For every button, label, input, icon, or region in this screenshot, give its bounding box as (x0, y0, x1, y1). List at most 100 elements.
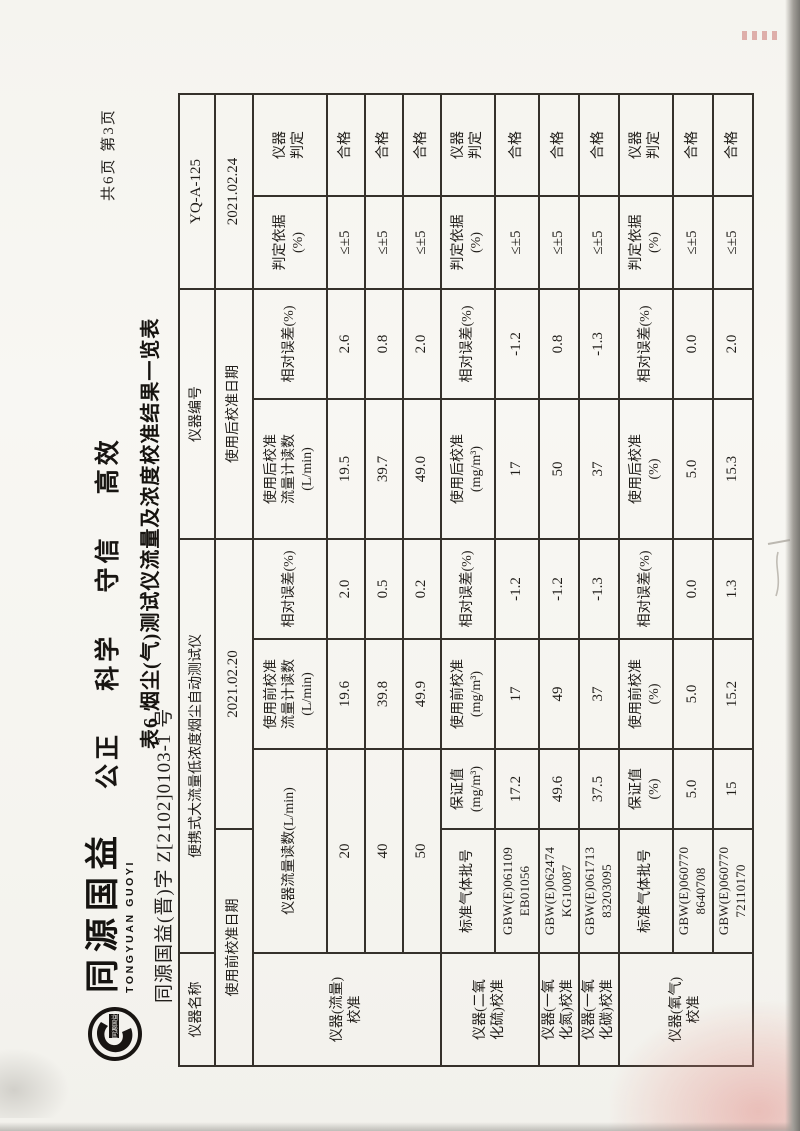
logo-text: 同源国益 TONGYUAN GUOYI (84, 829, 136, 993)
column-header: 判定依据 (%) (441, 196, 495, 289)
cell-instrument-id-label: 仪器编号 (179, 289, 215, 539)
table-cell: -1.2 (495, 539, 539, 639)
table-cell: 50 (539, 399, 579, 539)
status-cell: 合格 (673, 94, 713, 196)
column-header: 使用后校准 (%) (619, 399, 673, 539)
doc-title: 表6 烟尘(气)测试仪流量及浓度校准结果一览表 (140, 317, 162, 749)
column-header: 相对误差(%) (441, 289, 495, 399)
cell-instrument-name: 便携式大流量低浓度烟尘自动测试仪 (179, 539, 215, 953)
table-cell: 39.8 (365, 639, 403, 749)
column-header: 仪器 判定 (253, 94, 327, 196)
table-cell: ≤±5 (673, 196, 713, 289)
table-cell: 19.5 (327, 399, 365, 539)
table-cell: 40 (365, 749, 403, 953)
column-header: 使用前校准 (%) (619, 639, 673, 749)
column-header: 仪器 判定 (619, 94, 673, 196)
logo-company-name: 同源国益 (84, 829, 122, 993)
column-header: 保证值 (mg/m³) (441, 749, 495, 829)
cell-pre-date: 2021.02.20 (215, 539, 253, 829)
table-cell: 0.0 (673, 289, 713, 399)
table-cell: 17 (495, 639, 539, 749)
cell-instrument-id: YQ-A-125 (179, 94, 215, 289)
table-cell: 2.0 (403, 289, 441, 399)
column-header: 相对误差(%) (619, 539, 673, 639)
svg-text:同源国益: 同源国益 (111, 1014, 119, 1038)
red-ink-marks (742, 31, 778, 40)
table-cell: 0.2 (403, 539, 441, 639)
cell-post-date-label: 使用后校准日期 (215, 289, 253, 539)
table-cell: 1.3 (713, 539, 753, 639)
table-cell: ≤±5 (365, 196, 403, 289)
table-cell: ≤±5 (539, 196, 579, 289)
cell-pre-date-label: 使用前校准日期 (215, 829, 253, 1066)
table-cell: 49.0 (403, 399, 441, 539)
table-cell: 5.0 (673, 399, 713, 539)
column-header: 相对误差(%) (253, 289, 327, 399)
section-label-flow: 仪器(流量) 校准 (253, 953, 441, 1066)
slogan: 公正 科学 守信 高效 (95, 436, 122, 789)
logo-block: 同源国益 同源国益 TONGYUAN GUOYI (84, 829, 144, 1063)
table-cell: 20 (327, 749, 365, 953)
section-label-no: 仪器(一氧 化氮)校准 (539, 953, 579, 1066)
pink-stamp-smudge (610, 1001, 800, 1131)
table-cell: ≤±5 (327, 196, 365, 289)
column-header: 使用前校准 流量计读数 (L/min) (253, 639, 327, 749)
license-number: 同源国益(晋)字 Z[2102]0103-1 号 (154, 707, 175, 1003)
table-cell: -1.2 (539, 539, 579, 639)
column-header: 相对误差(%) (441, 539, 495, 639)
column-header: 判定依据 (%) (253, 196, 327, 289)
column-header: 使用后校准 (mg/m³) (441, 399, 495, 539)
column-header: 相对误差(%) (253, 539, 327, 639)
table-cell: 15 (713, 749, 753, 829)
column-header: 使用前校准 (mg/m³) (441, 639, 495, 749)
table-cell: 0.0 (673, 539, 713, 639)
table-cell: ≤±5 (403, 196, 441, 289)
table-cell: 5.0 (673, 639, 713, 749)
tongyuan-logo-icon: 同源国益 (88, 1007, 142, 1061)
gas-batch-number: GBW(E)060770 8640708 (673, 829, 713, 953)
gas-batch-number: GBW(E)061109 EB01056 (495, 829, 539, 953)
section-label-so2: 仪器(二氧 化硫)校准 (441, 953, 539, 1066)
table-cell: 0.8 (365, 289, 403, 399)
table-cell: 39.7 (365, 399, 403, 539)
status-cell: 合格 (365, 94, 403, 196)
table-cell: 0.8 (539, 289, 579, 399)
table-cell: 15.2 (713, 639, 753, 749)
table-cell: 2.0 (713, 289, 753, 399)
table-cell: 2.0 (327, 539, 365, 639)
table-cell: 37 (579, 639, 619, 749)
page-indicator: 共6页 第3页 (101, 108, 117, 201)
cell-post-date: 2021.02.24 (215, 94, 253, 289)
gas-batch-number: GBW(E)061713 83203095 (579, 829, 619, 953)
column-header: 仪器流量读数(L/min) (253, 749, 327, 953)
column-header: 保证值 (%) (619, 749, 673, 829)
status-cell: 合格 (495, 94, 539, 196)
table-cell: 49.9 (403, 639, 441, 749)
table-cell: 15.3 (713, 399, 753, 539)
column-header: 仪器 判定 (441, 94, 495, 196)
table-cell: 0.5 (365, 539, 403, 639)
column-header: 相对误差(%) (619, 289, 673, 399)
column-header: 判定依据 (%) (619, 196, 673, 289)
table-cell: 2.6 (327, 289, 365, 399)
status-cell: 合格 (327, 94, 365, 196)
column-header: 标准气体批号 (441, 829, 495, 953)
table-cell: ≤±5 (579, 196, 619, 289)
table-cell: 50 (403, 749, 441, 953)
scan-bottom-shadow (0, 1122, 800, 1131)
table-cell: 49 (539, 639, 579, 749)
table-cell: 19.6 (327, 639, 365, 749)
table-cell: -1.2 (495, 289, 539, 399)
table-cell: 17 (495, 399, 539, 539)
table-cell: 37.5 (579, 749, 619, 829)
table-cell: -1.3 (579, 539, 619, 639)
table-cell: ≤±5 (495, 196, 539, 289)
column-header: 使用后校准 流量计读数 (L/min) (253, 399, 327, 539)
status-cell: 合格 (539, 94, 579, 196)
table-cell: 17.2 (495, 749, 539, 829)
gas-batch-number: GBW(E)060770 72110170 (713, 829, 753, 953)
table-cell: -1.3 (579, 289, 619, 399)
scan-blotch (0, 1048, 70, 1118)
table-cell: 49.6 (539, 749, 579, 829)
